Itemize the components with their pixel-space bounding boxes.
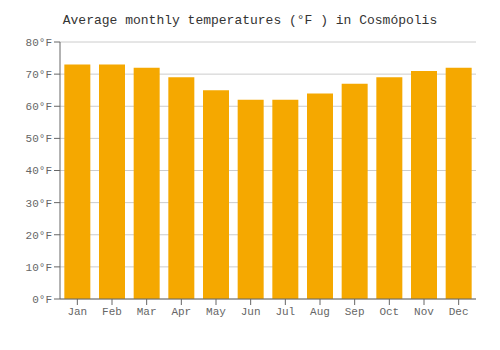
svg-text:Nov: Nov <box>414 306 434 318</box>
svg-text:0°F: 0°F <box>32 294 52 306</box>
svg-text:Aug: Aug <box>310 306 330 318</box>
svg-text:Feb: Feb <box>102 306 122 318</box>
svg-text:Jan: Jan <box>67 306 87 318</box>
svg-text:30°F: 30°F <box>26 198 52 210</box>
svg-text:10°F: 10°F <box>26 262 52 274</box>
svg-text:Apr: Apr <box>171 306 191 318</box>
svg-text:May: May <box>206 306 226 318</box>
svg-text:60°F: 60°F <box>26 101 52 113</box>
svg-text:Dec: Dec <box>449 306 469 318</box>
svg-text:Jul: Jul <box>275 306 295 318</box>
html-text:Average monthly temperatures (: Average monthly temperatures (°F ) in Co… <box>62 13 438 28</box>
svg-text:20°F: 20°F <box>26 230 52 242</box>
svg-text:Jun: Jun <box>241 306 261 318</box>
svg-text:80°F: 80°F <box>26 37 52 49</box>
svg-text:Oct: Oct <box>379 306 399 318</box>
svg-text:40°F: 40°F <box>26 165 52 177</box>
svg-text:70°F: 70°F <box>26 69 52 81</box>
svg-text:50°F: 50°F <box>26 133 52 145</box>
svg-text:Mar: Mar <box>137 306 157 318</box>
svg-text:Sep: Sep <box>345 306 365 318</box>
